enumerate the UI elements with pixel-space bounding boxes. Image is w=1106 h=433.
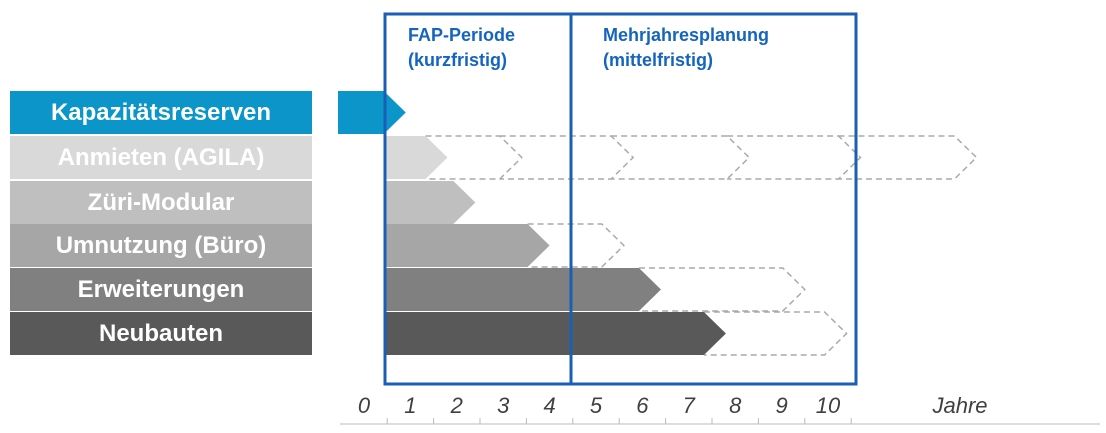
axis-tick-label: 7 xyxy=(683,393,696,418)
header-line: (kurzfristig) xyxy=(408,50,507,70)
row-label-box xyxy=(10,181,312,224)
row-label-box xyxy=(10,136,312,179)
axis-tick-label: 3 xyxy=(497,393,510,418)
axis-tick-label: 2 xyxy=(450,393,463,418)
header-line: Mehrjahresplanung xyxy=(603,25,769,45)
dashed-arrow xyxy=(838,135,978,180)
dashed-arrow xyxy=(499,135,635,180)
row-label: Umnutzung (Büro) xyxy=(56,232,267,259)
header-line: (mittelfristig) xyxy=(603,50,713,70)
row-label: Züri-Modular xyxy=(88,189,235,216)
axis-tick-label: 9 xyxy=(775,393,787,418)
axis-tick-label: 10 xyxy=(816,393,841,418)
solid-arrow xyxy=(384,224,550,267)
dashed-arrow xyxy=(611,135,751,180)
row-label: Neubauten xyxy=(99,320,223,347)
solid-arrow xyxy=(384,268,661,311)
solid-arrow xyxy=(384,181,476,224)
row-label-box xyxy=(10,312,312,355)
axis-tick-label: 0 xyxy=(358,393,371,418)
solid-arrow xyxy=(338,91,406,134)
row-label: Kapazitätsreserven xyxy=(51,99,271,126)
solid-arrow xyxy=(384,136,448,179)
dashed-arrow xyxy=(727,135,862,180)
row-label-box xyxy=(10,224,312,267)
dashed-arrow xyxy=(703,311,848,356)
header-line: FAP-Periode xyxy=(408,25,515,45)
rows: Kapazitätsreserven Anmieten (AGILA) Züri-M… xyxy=(10,91,978,356)
axis-tick-label: 6 xyxy=(636,393,649,418)
row-label-box xyxy=(10,268,312,311)
row-label: Anmieten (AGILA) xyxy=(58,144,265,171)
plan-frame xyxy=(569,12,858,386)
axis-unit: Jahre xyxy=(931,393,987,418)
axis-tick-label: 1 xyxy=(404,393,416,418)
solid-arrow xyxy=(384,312,726,355)
row-label: Erweiterungen xyxy=(78,276,245,303)
axis-tick-label: 4 xyxy=(543,393,555,418)
axis-tick-label: 5 xyxy=(590,393,603,418)
dashed-arrow xyxy=(638,267,806,312)
axis-tick-label: 8 xyxy=(729,393,742,418)
row-label-box xyxy=(10,91,312,134)
dashed-arrow xyxy=(527,223,625,268)
dashed-arrow xyxy=(425,135,523,180)
